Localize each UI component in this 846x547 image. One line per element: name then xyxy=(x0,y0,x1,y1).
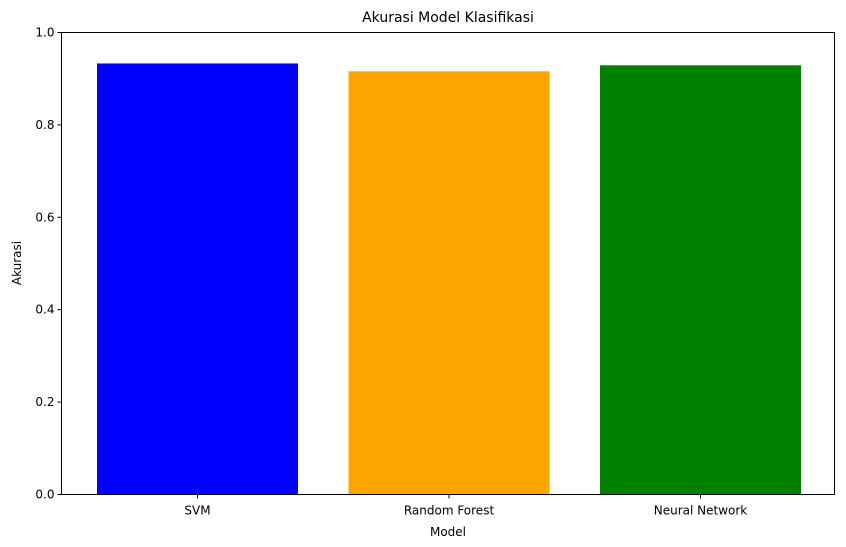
bar-neural-network xyxy=(600,65,801,495)
y-axis-label: Akurasi xyxy=(10,241,24,285)
y-tick-label: 0.0 xyxy=(35,488,54,502)
x-axis-label: Model xyxy=(430,525,466,539)
y-tick-label: 0.2 xyxy=(35,395,54,409)
x-tick-label: SVM xyxy=(184,504,210,518)
chart-title: Akurasi Model Klasifikasi xyxy=(362,10,534,26)
y-tick-label: 0.8 xyxy=(35,118,54,132)
x-axis-ticks: SVM Random Forest Neural Network xyxy=(184,494,748,518)
x-tick-label: Random Forest xyxy=(404,504,495,518)
bar-svm xyxy=(97,63,298,495)
y-tick-label: 1.0 xyxy=(35,26,54,40)
y-tick-label: 0.4 xyxy=(35,303,54,317)
bar-random-forest xyxy=(348,71,550,495)
plot-frame xyxy=(61,32,835,495)
y-axis-ticks: 0.0 0.2 0.4 0.6 0.8 1.0 xyxy=(35,26,62,502)
y-tick-label: 0.6 xyxy=(35,210,54,224)
bars-group xyxy=(97,63,801,495)
x-tick-label: Neural Network xyxy=(654,504,748,518)
